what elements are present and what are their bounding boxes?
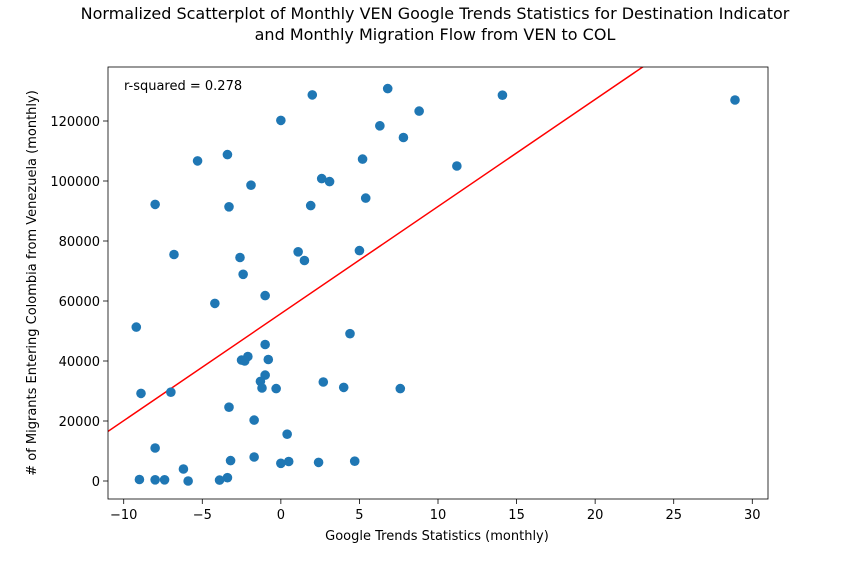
scatter-point bbox=[150, 475, 160, 485]
scatter-point bbox=[299, 255, 310, 266]
r-squared-annotation: r-squared = 0.278 bbox=[124, 79, 242, 94]
scatter-point bbox=[382, 83, 393, 94]
scatter-point bbox=[318, 377, 329, 387]
scatter-point bbox=[239, 356, 250, 366]
scatter-point bbox=[257, 383, 267, 393]
x-axis-label: Google Trends Statistics (monthly) bbox=[325, 529, 549, 544]
x-tick-label: 15 bbox=[508, 508, 525, 523]
scatter-point bbox=[225, 455, 236, 466]
scatter-point bbox=[249, 452, 259, 462]
x-tick-label: 10 bbox=[430, 508, 447, 523]
scatter-point bbox=[283, 456, 294, 467]
scatter-point bbox=[169, 249, 179, 260]
y-tick-label: 80000 bbox=[59, 235, 100, 250]
scatter-point bbox=[354, 245, 365, 256]
x-tick-label: 30 bbox=[744, 508, 761, 523]
y-tick-label: 120000 bbox=[50, 115, 100, 130]
plot-frame bbox=[107, 66, 769, 500]
scatter-point bbox=[497, 90, 508, 100]
chart-title-line-2: and Monthly Migration Flow from VEN to C… bbox=[255, 25, 616, 44]
scatter-point bbox=[192, 156, 203, 166]
scatter-point bbox=[235, 252, 245, 263]
y-tick-label: 60000 bbox=[59, 295, 100, 310]
scatter-point bbox=[313, 457, 324, 468]
scatter-point bbox=[452, 161, 462, 171]
scatter-point bbox=[260, 290, 270, 301]
scatter-point bbox=[345, 328, 355, 339]
scatter-point bbox=[271, 383, 281, 394]
scatter-point bbox=[222, 472, 233, 483]
scatter-point bbox=[395, 383, 406, 394]
regression-line bbox=[108, 67, 645, 433]
scatter-point bbox=[293, 247, 303, 257]
scatter-point bbox=[357, 154, 368, 164]
x-tick-label: −5 bbox=[193, 508, 212, 523]
chart-title-line-1: Normalized Scatterplot of Monthly VEN Go… bbox=[81, 4, 790, 23]
scatter-point bbox=[276, 458, 286, 469]
scatter-point bbox=[349, 456, 360, 467]
data-points bbox=[131, 83, 740, 486]
x-tick-label: 25 bbox=[665, 508, 682, 523]
scatter-point bbox=[131, 322, 142, 332]
scatter-point bbox=[224, 402, 234, 413]
x-tick-label: 5 bbox=[355, 508, 363, 523]
scatter-point bbox=[249, 415, 259, 425]
y-tick-label: 20000 bbox=[59, 415, 100, 430]
scatter-point bbox=[414, 106, 424, 116]
scatter-point bbox=[178, 464, 189, 474]
scatter-point bbox=[338, 382, 349, 393]
scatter-point bbox=[305, 200, 316, 211]
y-axis-label: # of Migrants Entering Colombia from Ven… bbox=[25, 90, 40, 476]
scatter-point bbox=[134, 474, 145, 485]
scatter-point bbox=[238, 269, 248, 280]
scatter-point bbox=[136, 388, 146, 399]
scatter-point bbox=[159, 475, 170, 485]
scatter-point bbox=[150, 443, 160, 453]
scatter-point bbox=[150, 199, 160, 210]
scatter-point bbox=[166, 387, 176, 398]
y-tick-label: 40000 bbox=[59, 355, 100, 370]
scatter-point bbox=[282, 429, 292, 440]
x-tick-label: −10 bbox=[110, 508, 137, 523]
x-tick-label: 20 bbox=[587, 508, 604, 523]
scatter-point bbox=[730, 95, 740, 105]
scatter-point bbox=[324, 176, 335, 187]
scatter-point bbox=[246, 180, 256, 190]
x-tick-label: 0 bbox=[277, 508, 285, 523]
scatter-point bbox=[398, 132, 409, 143]
scatter-point bbox=[260, 339, 270, 350]
y-tick-label: 0 bbox=[92, 475, 100, 490]
scatter-point bbox=[222, 149, 233, 160]
y-tick-label: 100000 bbox=[50, 175, 100, 190]
scatter-point bbox=[214, 475, 225, 485]
scatter-point bbox=[307, 90, 318, 100]
scatter-point bbox=[360, 193, 371, 203]
scatter-point bbox=[263, 354, 274, 365]
axis-ticks: −10 −5 0 5 10 15 20 25 30 0 20000 40000 60000 80000 10… bbox=[50, 115, 760, 523]
scatter-point bbox=[210, 298, 220, 309]
scatter-point bbox=[224, 202, 234, 212]
scatter-point bbox=[276, 115, 286, 126]
scatter-point bbox=[316, 173, 327, 184]
scatter-point bbox=[375, 121, 385, 131]
scatter-point bbox=[183, 476, 193, 486]
